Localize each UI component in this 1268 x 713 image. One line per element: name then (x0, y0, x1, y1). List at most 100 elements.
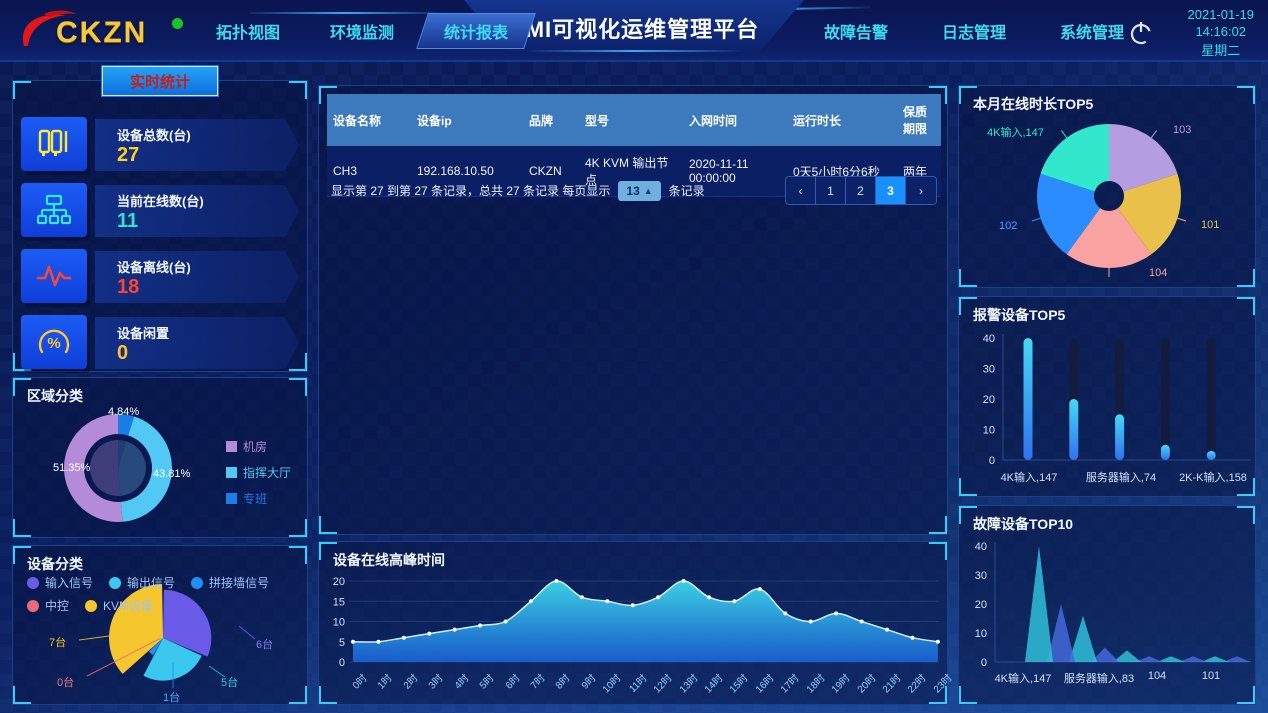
legend-item[interactable]: 输出信号 (109, 574, 175, 591)
online-top5-panel: 本月在线时长TOP5 103 101 104 102 4K输入,147 (958, 85, 1256, 288)
table-row[interactable]: CH3 192.168.10.50 CKZN 4K KVM 输出节点 2020-11-1… (327, 146, 941, 197)
datetime-display: 2021-01-19 14:16:02 星期二 (1188, 6, 1255, 59)
logo-text: CKZN (56, 16, 148, 49)
svg-text:30: 30 (983, 364, 995, 376)
table-column-header[interactable]: 设备ip (411, 94, 523, 146)
svg-text:0: 0 (989, 455, 995, 467)
table-column-header[interactable]: 保质期限 (897, 94, 941, 146)
svg-text:20: 20 (975, 599, 987, 611)
legend-label: 拼接墙信号 (209, 576, 270, 590)
legend-item[interactable]: 输入信号 (27, 574, 93, 591)
pagination-summary-suffix: 条记录 (668, 184, 705, 198)
device-legend: 输入信号 输出信号 拼接墙信号中控 KVM设备 (27, 574, 299, 614)
pager-page-button[interactable]: 1 (816, 177, 846, 204)
pie-slice-label: 103 (1173, 124, 1192, 136)
pager-next-button[interactable]: › (906, 177, 936, 204)
svg-text:0: 0 (339, 657, 345, 669)
realtime-stats-badge: 实时统计 (101, 65, 219, 97)
power-button[interactable] (1128, 20, 1154, 46)
legend-label: 机房 (242, 440, 267, 454)
stat-label: 设备离线(台) (117, 260, 191, 275)
table-column-header[interactable]: 设备名称 (327, 94, 411, 146)
pie-slice-label: 104 (1149, 267, 1168, 279)
svg-text:40: 40 (983, 333, 995, 345)
pagination-summary: 显示第 27 到第 27 条记录，总共 27 条记录 每页显示 (331, 184, 611, 198)
rose-label: 7台 (49, 637, 67, 649)
legend-marker (225, 441, 237, 452)
alarm-top5-panel: 报警设备TOP5 0 10 20 30 40 4K输入,147 服务器输入,74 2K-… (958, 296, 1256, 497)
fault-category-label: 104 (1147, 670, 1167, 682)
region-donut-chart (63, 414, 172, 522)
fault-category-label: 服务器输入,83 (1063, 673, 1135, 685)
donut-label: 51.35% (53, 462, 91, 474)
tab-system-management[interactable]: 系统管理 (1060, 25, 1125, 42)
stat-plate: 设备离线(台) 18 (95, 251, 299, 303)
device-rose-chart (78, 584, 256, 688)
stat-online-devices: 当前在线数(台) 11 (21, 183, 301, 239)
pie-slice-label: 4K输入,147 (987, 127, 1044, 139)
tab-statistics[interactable]: 统计报表 (438, 11, 514, 51)
page-size-value: 13 (626, 183, 640, 198)
tab-fault-alarm[interactable]: 故障告警 (824, 25, 889, 42)
pager-page-button[interactable]: 3 (876, 177, 906, 204)
svg-text:20: 20 (983, 394, 995, 406)
logo: CKZN (14, 6, 204, 58)
legend-marker (225, 493, 237, 504)
legend-marker (27, 599, 39, 612)
legend-item[interactable]: 专班 (225, 490, 291, 507)
nav-left: 拓扑视图 环境监测 统计报表 (210, 0, 514, 62)
panel-title: 报警设备TOP5 (973, 307, 1066, 323)
network-tree-icon (21, 183, 87, 237)
stat-offline-devices: 设备离线(台) 18 (21, 249, 301, 305)
legend-label: 输出信号 (127, 576, 176, 590)
legend-item[interactable]: 机房 (225, 438, 291, 455)
svg-text:5: 5 (339, 637, 345, 649)
stat-plate: 设备闲置 0 (95, 317, 299, 369)
table-column-header[interactable]: 品牌 (523, 94, 579, 146)
legend-label: 专班 (242, 492, 267, 506)
legend-item[interactable]: KVM设备 (85, 597, 153, 614)
rose-label: 1台 (163, 692, 181, 704)
legend-item[interactable]: 指挥大厅 (225, 464, 291, 481)
legend-label: 指挥大厅 (242, 466, 291, 480)
legend-marker (27, 576, 39, 589)
panel-title: 设备在线高峰时间 (333, 552, 445, 568)
table-column-header[interactable]: 运行时长 (787, 94, 897, 146)
server-rack-icon (21, 117, 87, 171)
table-header-row: 设备名称 设备ip 品牌 型号 入网时间 运行时长 保质期限 (327, 94, 941, 146)
realtime-stats-panel: 实时统计 设备总数(台) 27 (12, 65, 308, 372)
peak-time-panel: 设备在线高峰时间 0 5 10 15 20 0时 1时 2时 3时 4时 5时 6时 7时 8时 9时 10… (318, 541, 954, 705)
device-classification-panel: 设备分类 输入信号 输出信号 拼接墙信号 中控 KVM设备 7台 0台 1台 5台 6台 (12, 545, 308, 705)
date-text: 2021-01-19 (1187, 7, 1255, 22)
fault-category-label: 101 (1201, 670, 1221, 682)
donut-label: 4.84% (108, 406, 140, 418)
table-cell: 2020-11-11 00:00:00 (683, 146, 787, 197)
pager-page-button[interactable]: 2 (846, 177, 876, 204)
tab-topology[interactable]: 拓扑视图 (216, 25, 281, 42)
svg-text:30: 30 (975, 570, 987, 582)
rose-label: 6台 (256, 639, 274, 651)
legend-marker (225, 467, 237, 478)
table-column-header[interactable]: 型号 (579, 94, 683, 146)
panel-title: 故障设备TOP10 (973, 516, 1074, 532)
legend-item[interactable]: 拼接墙信号 (191, 574, 269, 591)
bar-category-label: 4K输入,147 (1000, 472, 1058, 484)
stat-total-devices: 设备总数(台) 27 (21, 117, 301, 173)
peak-area-chart: 0 5 10 15 20 (333, 576, 940, 669)
stat-plate: 设备总数(台) 27 (95, 119, 299, 171)
table-column-header[interactable]: 入网时间 (683, 94, 787, 146)
pagination-bar: 显示第 27 到第 27 条记录，总共 27 条记录 每页显示 13 ▲ 条记录… (331, 176, 937, 205)
page-title: AMI可视化运维管理平台 (508, 17, 760, 42)
svg-text:15: 15 (333, 596, 345, 608)
panel-title: 区域分类 (27, 388, 83, 404)
stat-plate: 当前在线数(台) 11 (95, 185, 299, 237)
fault-top10-panel: 故障设备TOP10 0 10 20 30 40 4K输入,147 服务器输入,83 10… (958, 505, 1256, 705)
tab-environment[interactable]: 环境监测 (330, 25, 395, 42)
pager: ‹ 1 2 3 › (785, 176, 937, 205)
tab-log-management[interactable]: 日志管理 (942, 25, 1007, 42)
power-icon (1130, 22, 1152, 45)
legend-item[interactable]: 中控 (27, 597, 69, 614)
page-size-select[interactable]: 13 ▲ (618, 180, 661, 201)
pager-prev-button[interactable]: ‹ (786, 177, 816, 204)
svg-text:10: 10 (333, 617, 345, 629)
